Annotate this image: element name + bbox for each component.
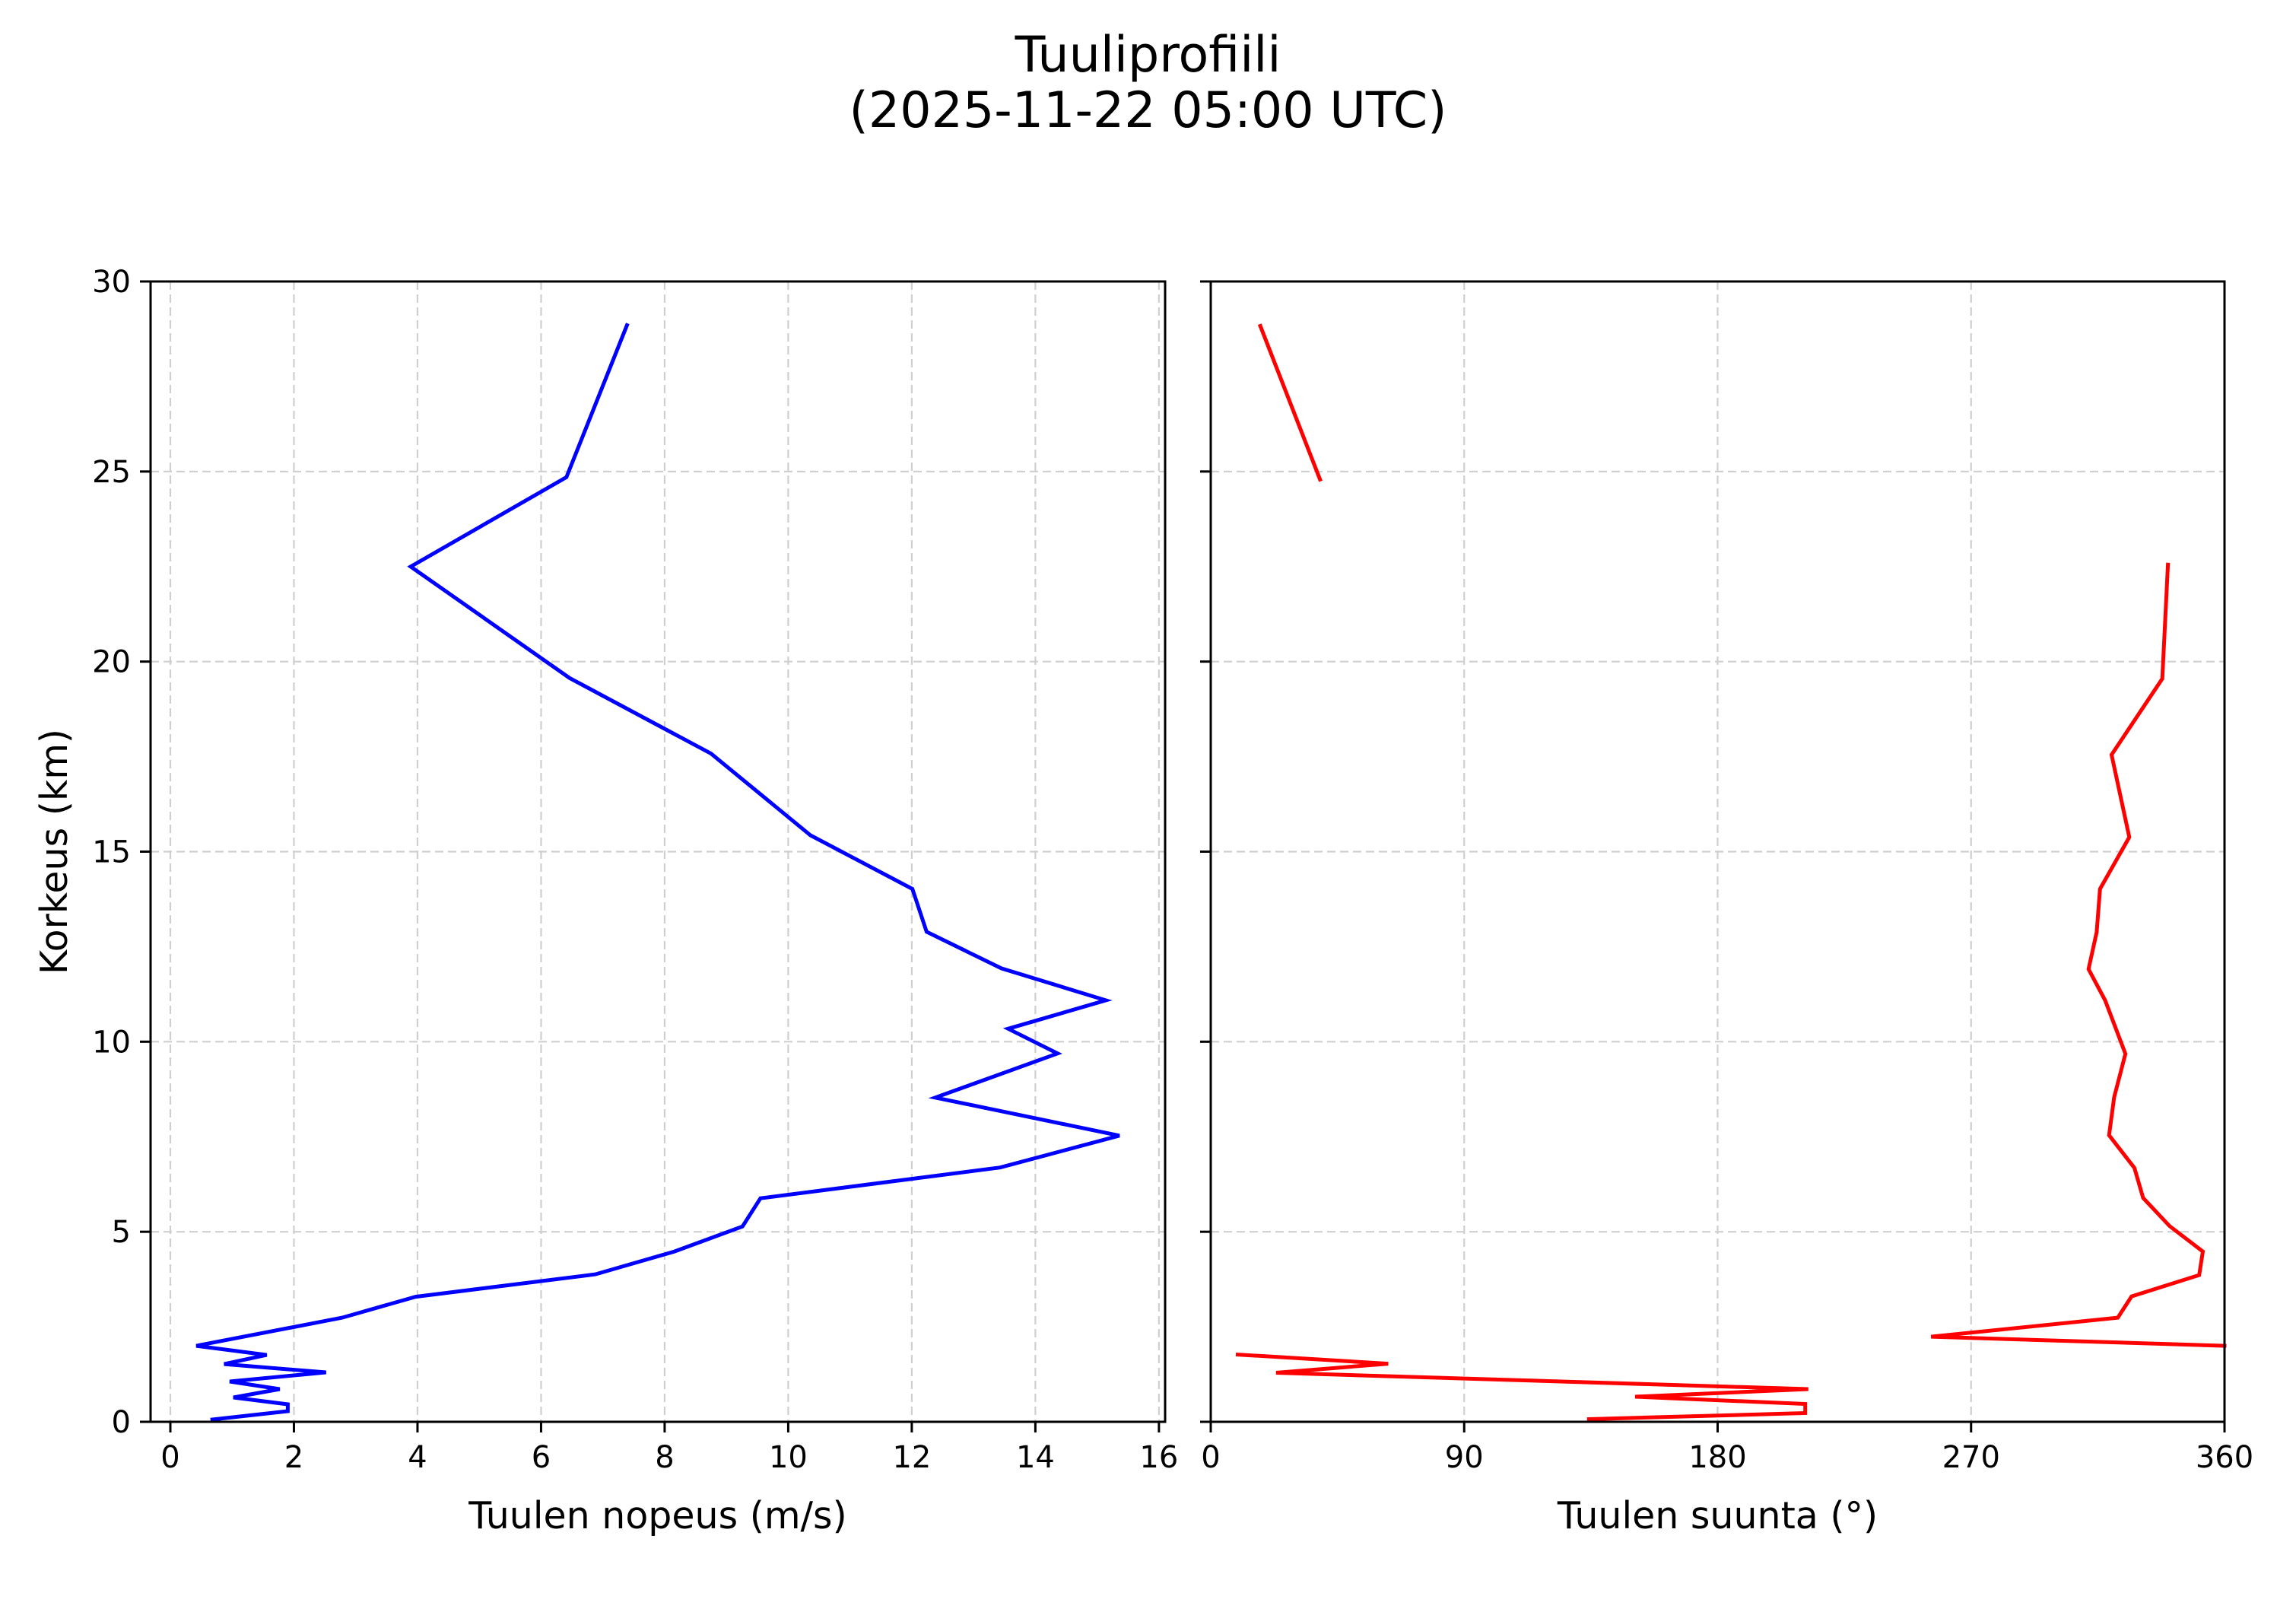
wind-speed-axes: 0 2 4 6 8 10 12 14 16 0 5 10 15 20 25 30 Tuulen nopeus (… (33, 265, 1178, 1537)
x-tick-label: 6 (532, 1440, 551, 1475)
y-tick-label: 10 (92, 1025, 131, 1060)
data-line (1235, 1352, 1809, 1422)
y-tick-label: 0 (112, 1405, 131, 1440)
figure-subtitle-timestamp: (2025-11-22 05:00 UTC) (849, 82, 1447, 139)
x-tick-label: 0 (1201, 1440, 1220, 1475)
x-axis-label: Tuulen nopeus (m/s) (468, 1494, 846, 1537)
x-tick-label: 8 (655, 1440, 674, 1475)
wind-direction-axes: 0 90 180 270 360 Tuulen suunta (°) (1200, 280, 2253, 1537)
x-tick-label: 270 (1942, 1440, 2000, 1475)
data-line (1930, 562, 2227, 1348)
x-tick-label: 180 (1688, 1440, 1746, 1475)
data-line (195, 323, 1120, 1422)
y-tick-label: 15 (92, 835, 131, 870)
y-tick-label: 30 (92, 265, 131, 300)
x-tick-label: 16 (1139, 1440, 1178, 1475)
x-tick-label: 0 (160, 1440, 179, 1475)
y-tick-label: 20 (92, 645, 131, 680)
x-tick-label: 360 (2196, 1440, 2253, 1475)
y-axis-label: Korkeus (km) (33, 729, 76, 975)
x-tick-label: 10 (769, 1440, 808, 1475)
x-axis-label: Tuulen suunta (°) (1557, 1494, 1878, 1537)
figure-title: Tuuliprofiili (1015, 27, 1281, 84)
data-line (1257, 323, 1323, 482)
y-tick-label: 5 (112, 1215, 131, 1250)
x-tick-label: 14 (1016, 1440, 1055, 1475)
x-tick-label: 12 (892, 1440, 931, 1475)
x-tick-label: 90 (1445, 1440, 1484, 1475)
y-tick-label: 25 (92, 455, 131, 490)
x-tick-label: 2 (284, 1440, 303, 1475)
x-tick-label: 4 (408, 1440, 427, 1475)
